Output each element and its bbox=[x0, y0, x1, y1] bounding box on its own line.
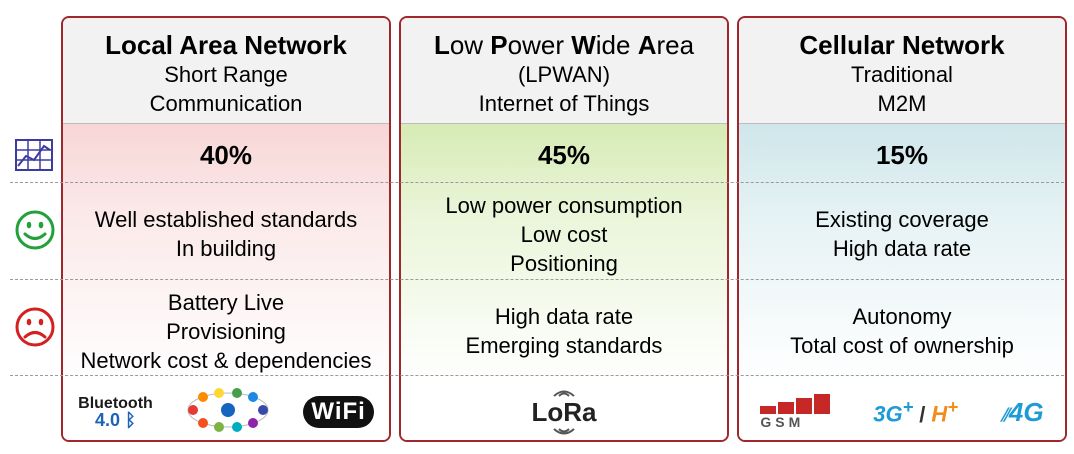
pro-item: Low cost bbox=[520, 221, 608, 247]
column-subtitle-line: Internet of Things bbox=[478, 91, 650, 116]
con-item: Total cost of ownership bbox=[790, 333, 1014, 358]
pro-item: Well established standards bbox=[94, 207, 358, 232]
market-share: 15% bbox=[875, 139, 929, 170]
column-subtitle-line: Traditional bbox=[851, 62, 953, 87]
column-subtitle-line: M2M bbox=[877, 91, 927, 116]
column-lpwan: Low Power Wide Area (LPWAN) Internet of … bbox=[399, 16, 729, 442]
cons-list: High data rate Emerging standards bbox=[401, 282, 727, 380]
pro-item: Existing coverage bbox=[815, 207, 989, 232]
technology-logos: Bluetooth 4.0 ᛒ WiFi bbox=[63, 380, 389, 440]
column-title: Low Power Wide Area bbox=[433, 30, 695, 60]
row-divider bbox=[10, 182, 1064, 183]
signal-icon: ⫽ bbox=[1000, 404, 1009, 425]
pros-list: Well established standards In building bbox=[63, 186, 389, 282]
column-title: Cellular Network bbox=[799, 30, 1005, 60]
technology-logos: GSM 3G+ / H+ ⫽4G bbox=[739, 380, 1065, 440]
frown-icon bbox=[14, 306, 56, 353]
bluetooth-logo: Bluetooth 4.0 ᛒ bbox=[78, 395, 153, 430]
pro-item: High data rate bbox=[832, 236, 972, 261]
3g-hplus-logo: 3G+ / H+ bbox=[873, 396, 959, 427]
column-subtitle-line: Short Range bbox=[164, 62, 288, 87]
column-title: Local Area Network bbox=[105, 30, 347, 60]
column-header: Local Area Network Short Range Communica… bbox=[63, 18, 389, 124]
column-cellular: Cellular Network Traditional M2M 15% Exi… bbox=[737, 16, 1067, 442]
signal-waves-icon bbox=[553, 427, 575, 434]
chart-icon bbox=[14, 138, 54, 177]
column-lan: Local Area Network Short Range Communica… bbox=[61, 16, 391, 442]
technology-logos: LoRa bbox=[401, 380, 727, 440]
pros-list: Existing coverage High data rate bbox=[739, 186, 1065, 282]
gsm-logo: GSM bbox=[760, 394, 831, 430]
column-header: Low Power Wide Area (LPWAN) Internet of … bbox=[401, 18, 727, 124]
con-item: Autonomy bbox=[852, 304, 952, 329]
column-subtitle-line: Communication bbox=[149, 91, 303, 116]
row-divider bbox=[10, 375, 1064, 376]
wifi-logo: WiFi bbox=[303, 396, 374, 428]
con-item: Network cost & dependencies bbox=[80, 347, 372, 373]
pro-item: In building bbox=[175, 236, 277, 261]
market-share: 45% bbox=[537, 139, 591, 170]
zigbee-logo bbox=[183, 387, 273, 437]
pro-item: Low power consumption bbox=[445, 192, 683, 218]
lora-logo: LoRa bbox=[532, 387, 597, 438]
bluetooth-icon: ᛒ bbox=[125, 410, 136, 430]
signal-waves-icon bbox=[553, 390, 575, 397]
row-divider bbox=[10, 279, 1064, 280]
smiley-icon bbox=[14, 209, 56, 256]
cons-list: Autonomy Total cost of ownership bbox=[739, 282, 1065, 380]
market-share: 40% bbox=[199, 139, 253, 170]
4g-logo: ⫽4G bbox=[1000, 396, 1044, 427]
pro-item: Positioning bbox=[510, 250, 618, 276]
con-item: Emerging standards bbox=[465, 333, 663, 358]
column-subtitle-line: (LPWAN) bbox=[517, 62, 611, 87]
column-header: Cellular Network Traditional M2M bbox=[739, 18, 1065, 124]
cons-list: Battery Live Provisioning Network cost &… bbox=[63, 282, 389, 380]
con-item: Battery Live bbox=[167, 289, 285, 315]
pros-list: Low power consumption Low cost Positioni… bbox=[401, 186, 727, 282]
con-item: High data rate bbox=[494, 304, 634, 329]
con-item: Provisioning bbox=[166, 318, 286, 344]
